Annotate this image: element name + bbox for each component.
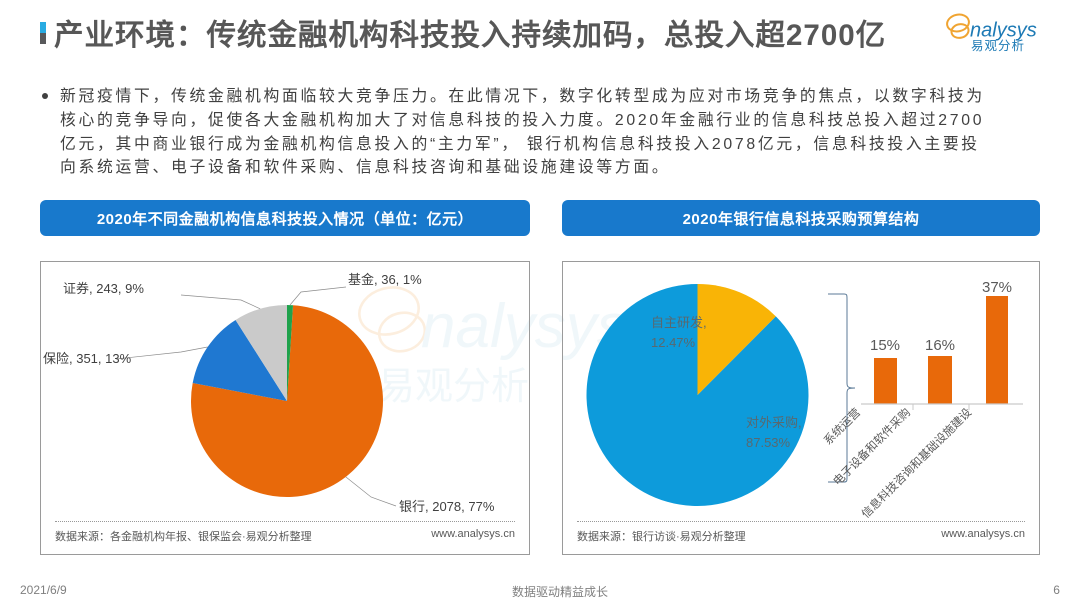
svg-text:银行, 2078, 77%: 银行, 2078, 77%: [399, 499, 495, 514]
svg-text:87.53%: 87.53%: [746, 435, 791, 450]
svg-text:证券, 243, 9%: 证券, 243, 9%: [63, 281, 144, 296]
svg-text:易观分析: 易观分析: [971, 39, 1025, 53]
svg-text:对外采购,: 对外采购,: [746, 415, 802, 430]
svg-text:37%: 37%: [982, 279, 1012, 296]
svg-text:12.47%: 12.47%: [651, 335, 696, 350]
svg-text:保险, 351, 13%: 保险, 351, 13%: [43, 351, 132, 366]
svg-text:系统运营: 系统运营: [821, 405, 863, 447]
svg-text:15%: 15%: [870, 337, 900, 354]
svg-text:16%: 16%: [925, 337, 955, 354]
svg-text:自主研发,: 自主研发,: [651, 315, 707, 330]
svg-text:基金, 36, 1%: 基金, 36, 1%: [348, 272, 422, 287]
svg-text:信息科技咨询和基础设施建设: 信息科技咨询和基础设施建设: [859, 405, 975, 521]
